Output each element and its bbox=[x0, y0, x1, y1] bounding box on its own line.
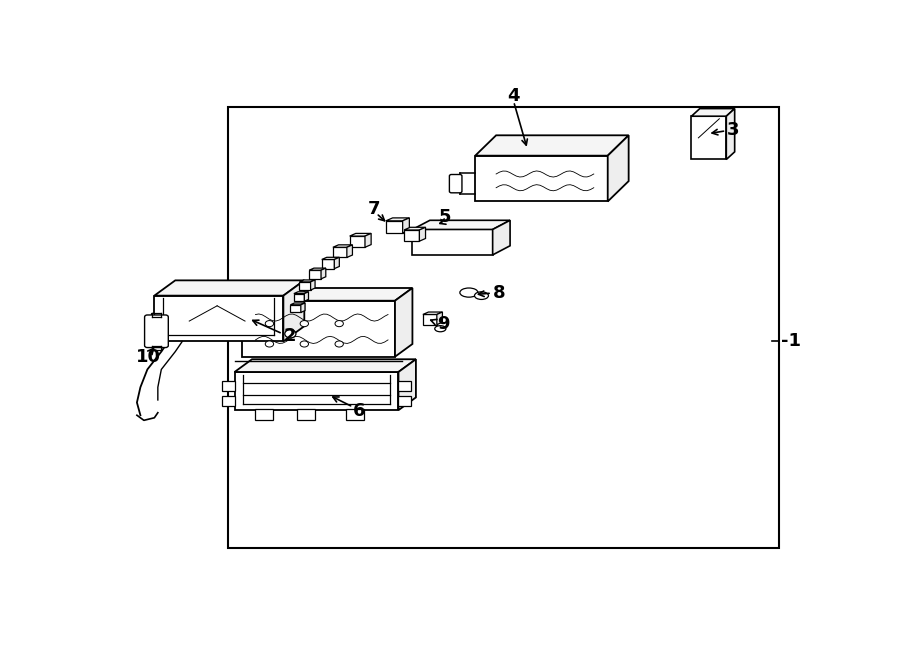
Bar bbox=[256, 409, 273, 420]
Circle shape bbox=[335, 321, 344, 327]
Polygon shape bbox=[235, 372, 399, 410]
FancyBboxPatch shape bbox=[449, 175, 462, 193]
Text: 2: 2 bbox=[284, 327, 296, 345]
Text: 5: 5 bbox=[438, 208, 451, 226]
Bar bbox=[297, 409, 315, 420]
Polygon shape bbox=[310, 270, 321, 279]
Polygon shape bbox=[235, 360, 416, 372]
Polygon shape bbox=[300, 280, 315, 282]
Polygon shape bbox=[310, 280, 315, 290]
Circle shape bbox=[300, 341, 309, 347]
Polygon shape bbox=[346, 245, 353, 258]
Polygon shape bbox=[475, 136, 628, 156]
Polygon shape bbox=[321, 268, 326, 279]
Polygon shape bbox=[300, 282, 310, 290]
Polygon shape bbox=[291, 305, 301, 313]
Polygon shape bbox=[691, 116, 726, 159]
Polygon shape bbox=[333, 245, 353, 247]
Polygon shape bbox=[726, 108, 734, 159]
Text: 9: 9 bbox=[436, 315, 449, 332]
Polygon shape bbox=[310, 268, 326, 270]
Polygon shape bbox=[436, 312, 443, 325]
Text: 8: 8 bbox=[492, 284, 505, 302]
Polygon shape bbox=[334, 257, 339, 268]
Polygon shape bbox=[322, 260, 334, 268]
Polygon shape bbox=[155, 280, 304, 295]
Text: 7: 7 bbox=[368, 200, 381, 218]
Circle shape bbox=[335, 341, 344, 347]
Polygon shape bbox=[304, 292, 309, 301]
Polygon shape bbox=[301, 303, 305, 313]
Polygon shape bbox=[322, 257, 339, 260]
Polygon shape bbox=[402, 218, 410, 233]
Text: 6: 6 bbox=[353, 402, 365, 420]
Polygon shape bbox=[386, 218, 410, 221]
Polygon shape bbox=[608, 136, 628, 202]
Polygon shape bbox=[333, 247, 346, 258]
Polygon shape bbox=[404, 227, 426, 230]
Polygon shape bbox=[399, 360, 416, 410]
Polygon shape bbox=[241, 301, 395, 357]
Polygon shape bbox=[419, 227, 426, 241]
Polygon shape bbox=[386, 221, 402, 233]
Polygon shape bbox=[151, 313, 155, 336]
Polygon shape bbox=[365, 233, 371, 247]
Polygon shape bbox=[475, 156, 608, 202]
Polygon shape bbox=[349, 233, 371, 236]
Text: 3: 3 bbox=[727, 121, 740, 139]
Ellipse shape bbox=[435, 326, 446, 332]
Polygon shape bbox=[293, 292, 309, 293]
Polygon shape bbox=[691, 108, 734, 116]
Text: 4: 4 bbox=[508, 87, 520, 104]
Polygon shape bbox=[222, 396, 235, 406]
Polygon shape bbox=[349, 236, 365, 247]
Polygon shape bbox=[412, 229, 492, 255]
Polygon shape bbox=[412, 220, 510, 229]
Circle shape bbox=[284, 330, 296, 338]
Polygon shape bbox=[222, 381, 235, 391]
Ellipse shape bbox=[474, 292, 489, 299]
Ellipse shape bbox=[460, 288, 478, 297]
Polygon shape bbox=[423, 312, 443, 315]
Polygon shape bbox=[395, 288, 412, 357]
Text: -1: -1 bbox=[780, 332, 801, 350]
Circle shape bbox=[266, 321, 274, 327]
Polygon shape bbox=[492, 220, 510, 255]
Polygon shape bbox=[284, 280, 304, 342]
Text: 10: 10 bbox=[136, 348, 161, 366]
Polygon shape bbox=[241, 288, 412, 301]
Circle shape bbox=[300, 321, 309, 327]
Bar bbox=[228, 107, 778, 547]
Polygon shape bbox=[155, 295, 284, 342]
Polygon shape bbox=[291, 303, 305, 305]
Polygon shape bbox=[293, 293, 304, 301]
Circle shape bbox=[266, 341, 274, 347]
Polygon shape bbox=[399, 381, 411, 391]
Polygon shape bbox=[404, 230, 419, 241]
Polygon shape bbox=[423, 315, 436, 325]
Bar bbox=[346, 409, 364, 420]
Polygon shape bbox=[399, 396, 411, 406]
FancyBboxPatch shape bbox=[145, 315, 168, 348]
